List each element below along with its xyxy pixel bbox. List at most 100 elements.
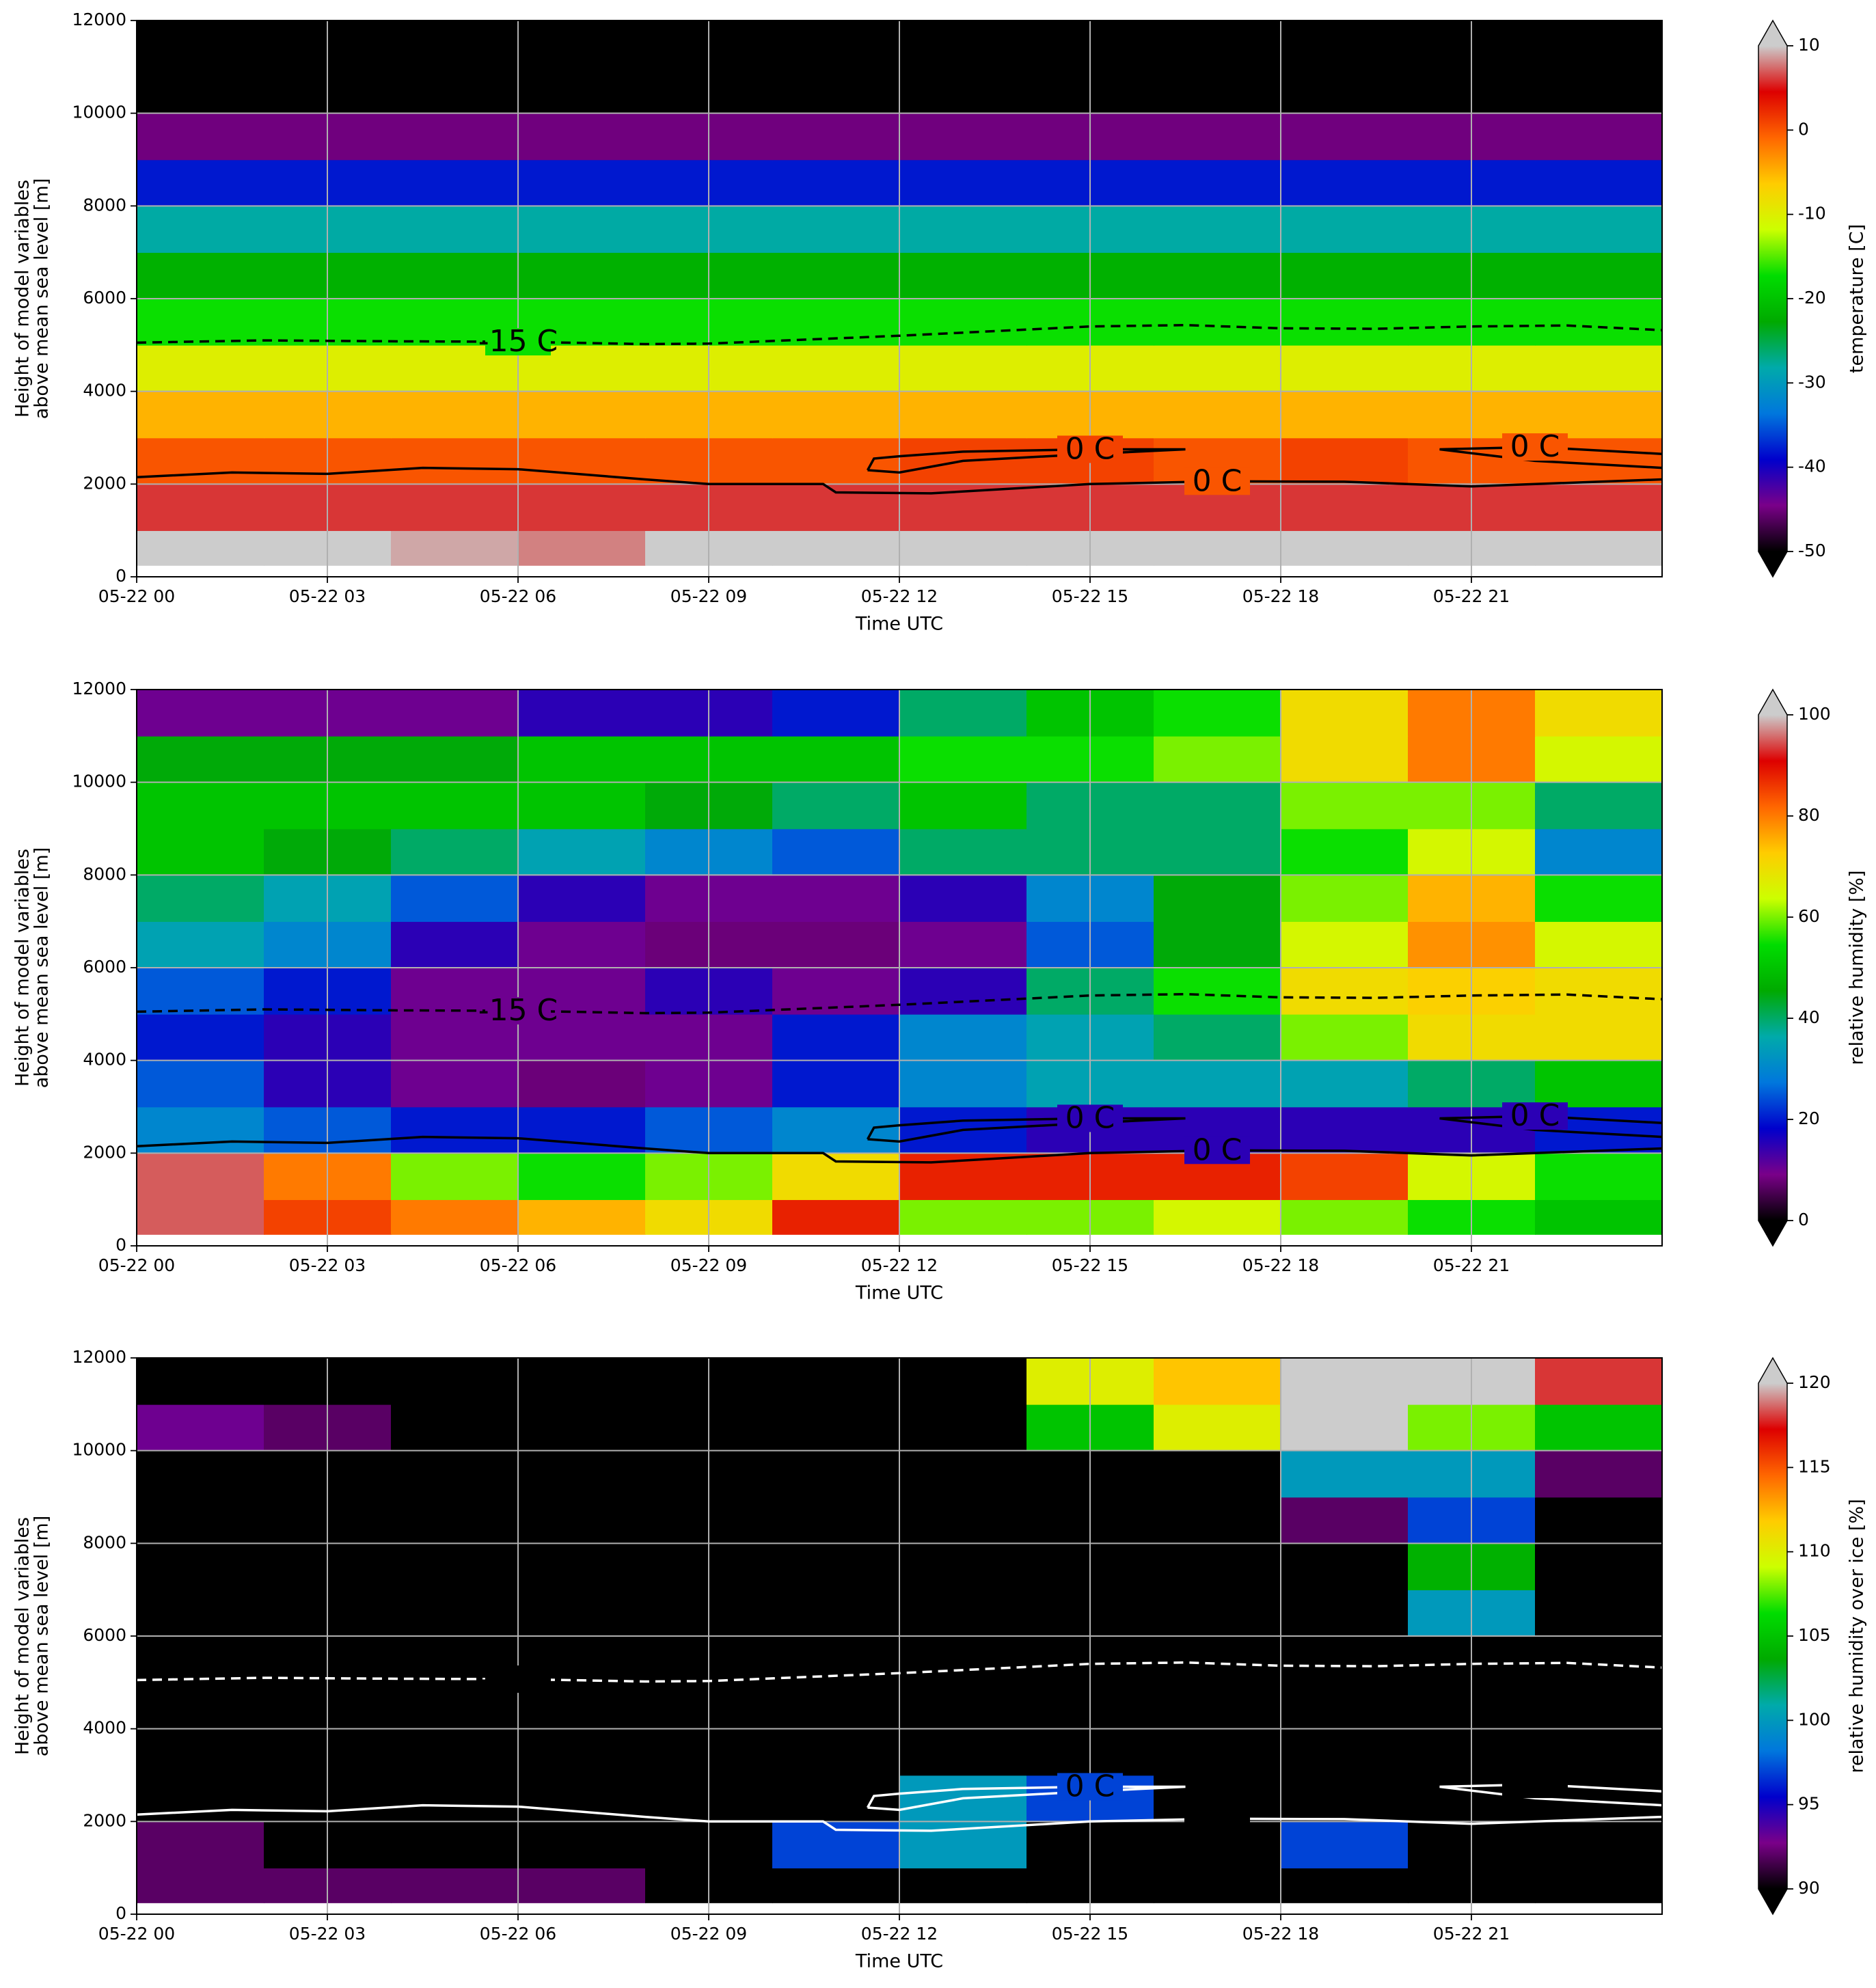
y-tick-label: 2000 (83, 1142, 126, 1162)
heatmap-cell (1154, 1543, 1281, 1590)
heatmap-cell (137, 299, 264, 346)
colorbar-tick-label: 90 (1798, 1878, 1820, 1898)
heatmap-cell (391, 206, 519, 253)
heatmap-cell (137, 735, 264, 783)
y-tick-label: 2000 (83, 473, 126, 493)
heatmap-cell (518, 206, 646, 253)
colorbar-tick-label: 120 (1798, 1372, 1831, 1392)
y-axis-label: above mean sea level [m] (31, 1516, 53, 1757)
colorbar-extend-bottom (1758, 1889, 1787, 1914)
colorbar-tick-label: 80 (1798, 805, 1820, 825)
contour-label: 0 C (1193, 1801, 1242, 1836)
heatmap-cell (772, 1821, 900, 1868)
heatmap-cell (518, 1060, 646, 1108)
heatmap-cell (137, 113, 264, 161)
heatmap-cell (1535, 1450, 1663, 1498)
colorbar (1758, 1383, 1787, 1889)
x-tick-label: 05-22 03 (289, 586, 366, 606)
y-tick-label: 2000 (83, 1810, 126, 1830)
x-tick-label: 05-22 03 (289, 1255, 366, 1275)
heatmap-cell (1154, 21, 1281, 68)
heatmap-cell (772, 1358, 900, 1405)
contour-label-gap (485, 997, 551, 1025)
heatmap-cell (1154, 1450, 1281, 1498)
x-tick-label: 05-22 06 (480, 586, 556, 606)
y-tick-label: 12000 (72, 1347, 126, 1367)
colorbar-tick-label: -40 (1798, 457, 1826, 476)
heatmap-cell (899, 113, 1027, 161)
heatmap-cell (772, 782, 900, 830)
contour-line (136, 1803, 1663, 1832)
contour-label-gap (1184, 467, 1250, 495)
y-axis-label: Height of model variables (12, 1517, 33, 1755)
colorbar-tick-label: -30 (1798, 372, 1826, 392)
y-axis-label: Height of model variables (12, 180, 33, 418)
heatmap-cell (391, 252, 519, 299)
heatmap-cell (137, 1636, 264, 1683)
heatmap-cell (899, 530, 1027, 566)
heatmap-cell (1535, 1682, 1663, 1730)
heatmap-cell (899, 1199, 1027, 1235)
heatmap-cell (518, 530, 646, 566)
heatmap-cell (137, 159, 264, 207)
heatmap-cell (899, 1013, 1027, 1061)
colorbar-extend-top (1758, 21, 1787, 46)
colorbar-tick-label: 105 (1798, 1625, 1831, 1645)
heatmap-cell (518, 782, 646, 830)
contour-label: -15 C (478, 324, 558, 359)
heatmap-cell (1281, 1682, 1409, 1730)
heatmap-cell (518, 1358, 646, 1405)
heatmap-cell (899, 782, 1027, 830)
heatmap-cell (391, 437, 519, 485)
heatmap-cell (1535, 1013, 1663, 1061)
y-tick-label: 12000 (72, 10, 126, 29)
x-tick-label: 05-22 15 (1052, 1255, 1128, 1275)
heatmap-cell (137, 1358, 264, 1405)
heatmap-cell (1281, 1404, 1409, 1452)
heatmap-cell (772, 875, 900, 922)
heatmap-cell (137, 252, 264, 299)
x-tick-label: 05-22 09 (670, 586, 747, 606)
colorbar-tick-label: 100 (1798, 704, 1831, 724)
heatmap-cell (899, 1868, 1027, 1903)
heatmap-cell (1154, 1868, 1281, 1903)
heatmap-cell (1281, 1543, 1409, 1590)
y-tick-label: 4000 (83, 1718, 126, 1738)
x-tick-label: 05-22 18 (1242, 586, 1319, 606)
heatmap-cell (899, 391, 1027, 439)
heatmap-cell (518, 21, 646, 68)
heatmap-cell (137, 344, 264, 392)
heatmap-cell (137, 690, 264, 737)
heatmap-cell (518, 1821, 646, 1868)
colorbar-extend-bottom (1758, 1221, 1787, 1246)
heatmap-cell (137, 1728, 264, 1776)
y-tick-label: 0 (115, 566, 126, 586)
heatmap-cell (391, 1868, 519, 1903)
colorbar-tick-label: 110 (1798, 1541, 1831, 1561)
heatmap-cell (1154, 690, 1281, 737)
heatmap-cell (137, 1543, 264, 1590)
heatmap-cell (391, 484, 519, 531)
heatmap-cell (1535, 875, 1663, 922)
heatmap-cell (1281, 875, 1409, 922)
heatmap-cell (518, 484, 646, 531)
colorbar-tick-label: 0 (1798, 119, 1809, 139)
contour-line (866, 1785, 1186, 1812)
heatmap-cell (1281, 735, 1409, 783)
heatmap-cell (772, 921, 900, 968)
heatmap-cell (1535, 1543, 1663, 1590)
colorbar-tick-label: 115 (1798, 1456, 1831, 1476)
heatmap-cell (1154, 1358, 1281, 1405)
x-tick-label: 05-22 12 (861, 1255, 938, 1275)
heatmap-cell (1281, 690, 1409, 737)
heatmap-cell (899, 1404, 1027, 1452)
heatmap-cell (899, 344, 1027, 392)
heatmap-cell (899, 1450, 1027, 1498)
heatmap-cell (1154, 252, 1281, 299)
heatmap-cell (137, 1821, 264, 1868)
heatmap-cell (1281, 1106, 1409, 1154)
colorbar-tick-label: 10 (1798, 35, 1820, 55)
heatmap-cell (391, 1060, 519, 1108)
heatmap-cell (772, 1868, 900, 1903)
heatmap-cell (1535, 66, 1663, 114)
